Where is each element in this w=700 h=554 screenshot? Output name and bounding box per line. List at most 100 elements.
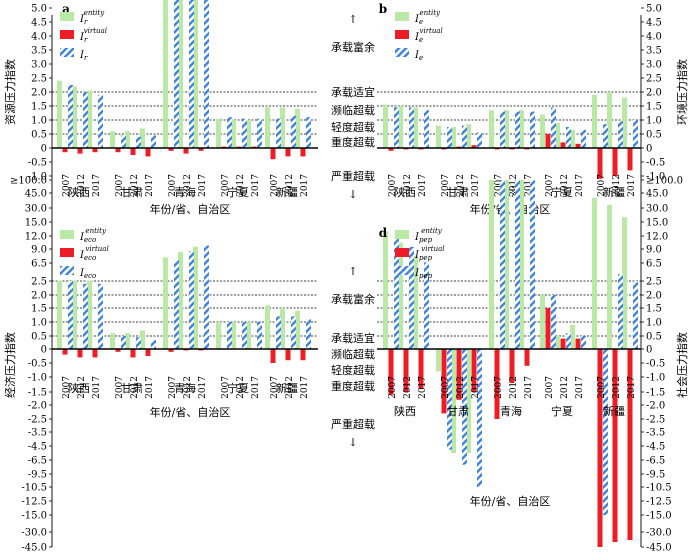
bar-a-Irentity-青海-2007 [163,0,168,148]
bar-c-Iecoentity-甘肃-2012 [125,333,130,349]
y-tick-label: -4.5 [28,442,47,453]
bar-a-Irentity-新疆-2007 [265,107,270,148]
y-tick-label: ≥100.0 [646,176,683,187]
bar-b-Ievirtual-新疆-2012 [612,148,618,176]
bar-a-Ir-甘肃-2007 [121,135,126,148]
bar-a-Ir-甘肃-2012 [136,136,141,148]
y-tick-label: -2.5 [28,415,47,426]
bar-a-Irentity-陕西-2007 [57,80,62,148]
y-tick-label: 15.0 [25,218,47,229]
bar-b-Ie-甘肃-2007 [447,127,452,148]
bar-c-Iecoentity-宁夏-2007 [216,322,221,349]
zone-l3-top: 轻度超载 [331,120,375,134]
y-tick-label: -2.0 [28,401,47,412]
y-tick-label: 4.5 [646,18,662,29]
y-tick-label: 4.0 [31,32,47,43]
panel-label: d [379,226,388,240]
bar-b-Ieentity-甘肃-2012 [451,127,456,148]
y-axis-label: 环境压力指数 [675,59,689,125]
year-label: 2012 [509,376,519,399]
province-label: 新疆 [276,185,298,199]
province-label: 陕西 [394,185,416,199]
bar-d-Ipepvirtual-新疆-2012 [612,349,618,542]
y-tick-label: -9.5 [646,470,665,481]
year-label: 2007 [545,376,555,399]
year-label: 2012 [236,376,246,399]
year-label: 2017 [300,174,310,197]
zone-top-top: 承载富余 [331,40,375,54]
bar-c-Iecoentity-新疆-2007 [265,305,270,349]
year-label: 2012 [509,174,519,197]
y-tick-label: -9.5 [28,470,47,481]
y-tick-label: 9.0 [646,245,662,256]
y-tick-label: 3.0 [31,60,47,71]
y-tick-label: -12.5 [21,497,47,508]
y-tick-label: 1.0 [31,116,47,127]
bar-d-Ipep-陕西-2007 [394,238,399,349]
bar-a-Irvirtual-新疆-2017 [300,148,306,157]
bar-c-Iecoentity-甘肃-2007 [110,333,115,349]
bar-b-Ieentity-青海-2012 [504,110,509,148]
year-label: 2012 [285,174,295,197]
bar-a-Irvirtual-陕西-2017 [92,148,98,153]
legend-entry: Iecoentity [79,227,107,244]
province-label: 宁夏 [551,185,573,199]
bar-b-Ieentity-青海-2007 [489,110,494,148]
bar-b-Ie-新疆-2007 [603,124,608,148]
bar-a-Irentity-青海-2012 [178,0,183,148]
x-axis-label: 年份/省、自治区 [150,405,231,419]
bar-a-Irvirtual-青海-2017 [198,148,204,151]
y-tick-label: -1.5 [28,388,47,399]
bar-a-Ir-青海-2012 [189,0,194,148]
bar-d-Ipepentity-新疆-2007 [592,198,597,349]
bar-d-Ipep-宁夏-2017 [581,336,586,349]
bar-d-Ipepvirtual-宁夏-2017 [575,338,581,349]
year-label: 2017 [300,376,310,399]
bar-a-Ir-新疆-2017 [306,117,311,148]
year-label: 2017 [145,376,155,399]
bar-b-Ieentity-青海-2017 [519,110,524,148]
year-label: 2007 [388,376,398,399]
bar-b-Ievirtual-新疆-2007 [597,148,603,179]
bar-d-Ipep-新疆-2017 [633,281,638,349]
province-label: 甘肃 [121,382,143,395]
y-tick-label: 1.5 [31,102,47,113]
bar-a-Ir-青海-2017 [204,0,209,149]
bar-d-Ipepvirtual-青海-2017 [524,349,530,366]
bar-c-Iecoentity-新疆-2012 [280,308,285,349]
year-label: 2007 [168,174,178,197]
province-label: 青海 [174,185,196,199]
year-label: 2007 [115,376,125,399]
bar-b-Ie-青海-2017 [530,111,535,148]
legend-swatch [60,248,74,257]
bar-d-Ipep-宁夏-2012 [566,333,571,349]
bar-b-Ieentity-宁夏-2017 [570,129,575,148]
legend-entry: Ieco [79,268,96,280]
bar-b-Ieentity-陕西-2017 [413,107,418,148]
y-tick-label: 1.0 [646,116,662,127]
year-label: 2012 [130,376,140,399]
y-tick-label: -2.5 [646,415,665,426]
year-label: 2017 [92,174,102,197]
bar-c-Iecovirtual-甘肃-2007 [115,349,121,352]
bar-d-Ipepentity-青海-2007 [489,180,494,349]
year-label: 2007 [441,174,451,197]
bar-c-Iecoentity-陕西-2012 [72,280,77,349]
y-axis-label: 社会压力指数 [675,332,689,398]
y-tick-label: 1.5 [31,304,47,315]
bar-b-Ie-新疆-2017 [633,120,638,148]
year-label: 2007 [62,376,72,399]
bar-d-Ipep-陕西-2017 [424,262,429,349]
year-label: 2012 [183,376,193,399]
y-tick-label: 12.0 [646,232,668,243]
year-label: 2017 [198,376,208,399]
bar-c-Ieco-青海-2017 [204,245,209,349]
bar-c-Iecovirtual-新疆-2017 [300,349,306,361]
y-tick-label: 30.0 [25,204,47,215]
legend-swatch [60,266,74,275]
province-label: 宁夏 [227,185,249,199]
bar-d-Ipepentity-宁夏-2007 [540,295,545,349]
bar-c-Ieco-青海-2007 [174,260,179,349]
bar-a-Ir-青海-2007 [174,0,179,149]
y-tick-label: 2.5 [646,74,662,85]
